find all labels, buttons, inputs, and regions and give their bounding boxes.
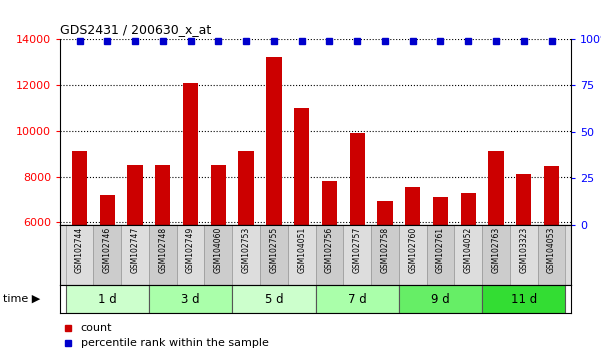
Bar xyxy=(121,225,149,285)
Bar xyxy=(433,197,448,354)
Text: GSM102749: GSM102749 xyxy=(186,227,195,273)
Text: GDS2431 / 200630_x_at: GDS2431 / 200630_x_at xyxy=(60,23,212,36)
Text: GSM103323: GSM103323 xyxy=(519,227,528,273)
Text: GSM102760: GSM102760 xyxy=(408,227,417,273)
Bar xyxy=(482,225,510,285)
Bar xyxy=(489,152,504,354)
Text: GSM102763: GSM102763 xyxy=(492,227,501,273)
Text: GSM104051: GSM104051 xyxy=(297,227,306,273)
Bar xyxy=(239,152,254,354)
Text: GSM104052: GSM104052 xyxy=(464,227,473,273)
Bar xyxy=(454,225,482,285)
Bar xyxy=(377,201,392,354)
Text: GSM102755: GSM102755 xyxy=(269,227,278,273)
Text: 5 d: 5 d xyxy=(264,293,283,306)
Bar xyxy=(294,108,310,354)
Bar xyxy=(460,193,476,354)
Text: 3 d: 3 d xyxy=(182,293,200,306)
Text: GSM102753: GSM102753 xyxy=(242,227,251,273)
Bar xyxy=(232,285,316,313)
Bar xyxy=(155,165,171,354)
Bar xyxy=(350,133,365,354)
Bar xyxy=(93,225,121,285)
Bar xyxy=(322,181,337,354)
Text: GSM102761: GSM102761 xyxy=(436,227,445,273)
Text: 9 d: 9 d xyxy=(431,293,450,306)
Bar xyxy=(211,165,226,354)
Bar xyxy=(405,187,420,354)
Bar xyxy=(149,285,232,313)
Bar xyxy=(371,225,399,285)
Text: 1 d: 1 d xyxy=(98,293,117,306)
Bar xyxy=(427,225,454,285)
Bar xyxy=(100,195,115,354)
Text: GSM102758: GSM102758 xyxy=(380,227,389,273)
Text: GSM104053: GSM104053 xyxy=(547,227,556,273)
Bar xyxy=(183,82,198,354)
Bar xyxy=(177,225,204,285)
Bar xyxy=(260,225,288,285)
Text: count: count xyxy=(81,322,112,332)
Text: percentile rank within the sample: percentile rank within the sample xyxy=(81,338,269,348)
Text: 7 d: 7 d xyxy=(348,293,367,306)
Bar xyxy=(510,225,538,285)
Text: GSM102747: GSM102747 xyxy=(130,227,139,273)
Text: GSM102744: GSM102744 xyxy=(75,227,84,273)
Bar xyxy=(316,225,343,285)
Bar xyxy=(72,152,87,354)
Bar xyxy=(204,225,232,285)
Bar xyxy=(544,166,559,354)
Bar xyxy=(516,174,531,354)
Bar xyxy=(482,285,566,313)
Bar xyxy=(66,285,149,313)
Text: GSM102748: GSM102748 xyxy=(158,227,167,273)
Text: GSM102746: GSM102746 xyxy=(103,227,112,273)
Bar xyxy=(399,225,427,285)
Bar xyxy=(127,165,142,354)
Bar xyxy=(66,225,93,285)
Bar xyxy=(288,225,316,285)
Bar xyxy=(343,225,371,285)
Text: 11 d: 11 d xyxy=(511,293,537,306)
Bar xyxy=(232,225,260,285)
Text: GSM104060: GSM104060 xyxy=(214,227,223,273)
Bar xyxy=(399,285,482,313)
Bar xyxy=(538,225,566,285)
Text: GSM102756: GSM102756 xyxy=(325,227,334,273)
Bar xyxy=(266,57,281,354)
Text: time ▶: time ▶ xyxy=(3,294,40,304)
Text: GSM102757: GSM102757 xyxy=(353,227,362,273)
Bar xyxy=(149,225,177,285)
Bar xyxy=(316,285,399,313)
